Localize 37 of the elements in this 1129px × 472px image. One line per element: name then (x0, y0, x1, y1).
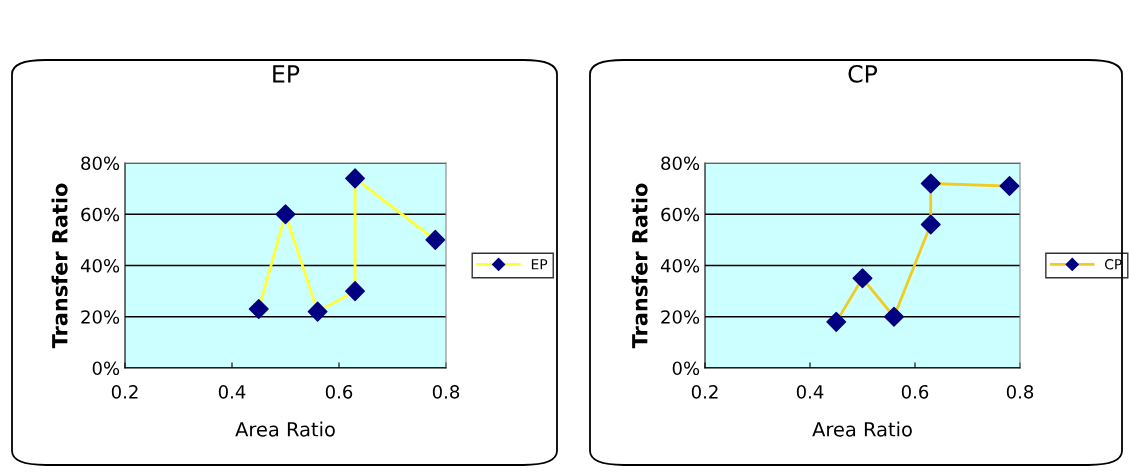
point (920, 214, 941, 235)
y-tick-label: 40% (660, 258, 700, 273)
x-tick-label: 0.2 (111, 384, 138, 399)
y-tick-label: 20% (81, 310, 120, 324)
x-tick-label: 0.4 (218, 384, 246, 399)
x-tick-label: 0.2 (691, 384, 718, 399)
x-tick-label: 0.6 (325, 384, 353, 399)
chart-title: EP (273, 65, 300, 83)
point (275, 204, 296, 225)
y-axis-title: Transfer Ratio (631, 183, 648, 349)
x-tick-label: 0.8 (432, 384, 460, 399)
point (345, 281, 366, 302)
y-tick-label: 0% (92, 361, 120, 376)
x-axis-title: Area Ratio (812, 421, 912, 437)
y-tick-label: 20% (661, 310, 700, 324)
point (920, 173, 941, 194)
point (883, 306, 905, 327)
chart-title: CP (848, 64, 878, 83)
y-tick-label: 80% (661, 156, 700, 171)
point (852, 268, 873, 289)
point (248, 299, 269, 320)
y-tick-label: 40% (80, 258, 120, 273)
point (307, 301, 328, 322)
y-tick-label: 80% (81, 156, 120, 171)
point (999, 176, 1020, 197)
y-tick-label: 60% (81, 207, 120, 222)
x-tick-label: 0.6 (901, 384, 929, 399)
point (826, 311, 847, 332)
point (425, 229, 446, 250)
x-tick-label: 0.4 (796, 384, 824, 399)
point (345, 168, 366, 189)
x-axis-title: Area Ratio (235, 421, 335, 437)
y-tick-label: 60% (661, 207, 700, 222)
y-axis-title: Transfer Ratio (51, 183, 68, 349)
legend-label: EP (531, 259, 548, 270)
y-tick-label: 0% (672, 361, 700, 376)
x-tick-label: 0.8 (1006, 384, 1034, 399)
